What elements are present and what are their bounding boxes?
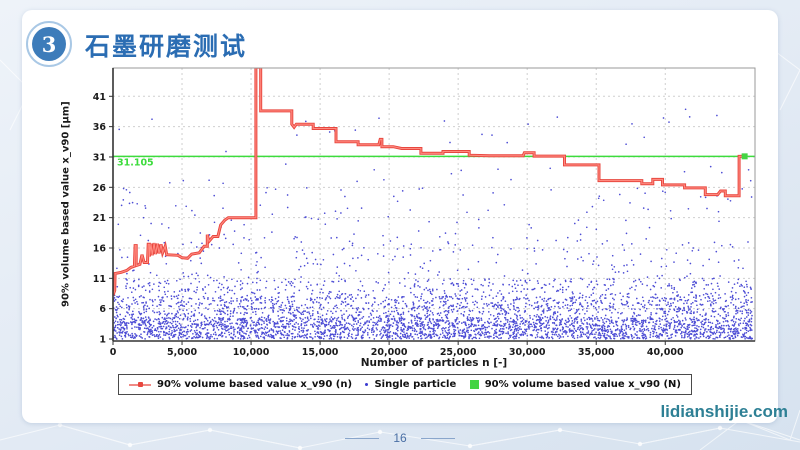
blue-dot-marker-icon — [365, 383, 369, 386]
section-number: 3 — [32, 27, 66, 61]
legend-label: Single particle — [374, 379, 457, 390]
section-number-badge: 3 — [26, 21, 72, 67]
legend-item-xv90N: 90% volume based value x_v90 (N) — [469, 379, 681, 390]
red-line-marker-icon — [129, 382, 151, 387]
chart-legend: 90% volume based value x_v90 (n) Single … — [118, 374, 692, 395]
footer-right-rule — [420, 437, 455, 439]
page-title: 石墨研磨测试 — [85, 33, 248, 61]
site-watermark: lidianshijie.com — [660, 402, 788, 421]
y-axis-label: 90% volume based value x_v90 [µm] — [60, 101, 72, 308]
legend-label: 90% volume based value x_v90 (N) — [484, 379, 681, 390]
page-number: 16 — [393, 431, 407, 445]
x-axis-label: Number of particles n [-] — [360, 357, 508, 369]
footer: 16 — [0, 431, 800, 445]
legend-label: 90% volume based value x_v90 (n) — [157, 379, 353, 390]
green-square-marker-icon — [469, 380, 479, 389]
footer-left-rule — [345, 437, 380, 439]
legend-item-xv90n: 90% volume based value x_v90 (n) — [129, 379, 352, 390]
legend-item-single-particle: Single particle — [365, 379, 456, 390]
